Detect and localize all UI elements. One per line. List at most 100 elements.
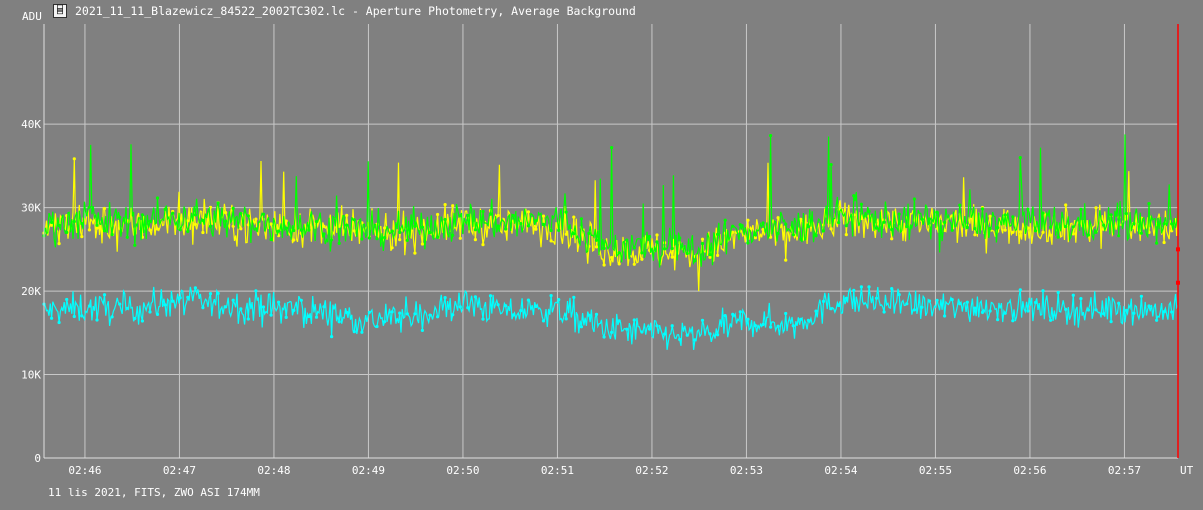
data-point: [829, 227, 833, 231]
data-point: [716, 232, 720, 236]
data-point: [1018, 230, 1022, 234]
data-point: [337, 241, 341, 245]
data-point: [814, 309, 818, 313]
data-point: [806, 318, 811, 322]
data-point: [1011, 215, 1015, 219]
x-tick-label: 02:56: [1013, 464, 1046, 477]
data-point: [844, 233, 848, 237]
data-point: [269, 237, 273, 242]
data-point: [549, 294, 553, 298]
data-point: [254, 289, 258, 293]
data-point: [420, 328, 424, 332]
data-point: [436, 315, 440, 319]
data-point: [799, 217, 803, 221]
data-point: [594, 238, 599, 242]
data-point: [299, 298, 303, 302]
data-point: [246, 317, 250, 321]
data-point: [534, 227, 538, 231]
data-point: [511, 313, 515, 317]
x-tick-label: 02:54: [824, 464, 857, 477]
data-point: [148, 310, 152, 314]
data-point: [905, 225, 909, 229]
data-point: [1139, 294, 1143, 298]
data-point: [488, 294, 493, 298]
data-point: [1102, 312, 1106, 316]
data-point: [1041, 230, 1045, 234]
data-point: [1162, 240, 1166, 245]
data-point: [882, 220, 886, 224]
data-point: [716, 253, 720, 257]
data-point: [526, 298, 531, 302]
data-point: [837, 221, 841, 225]
data-point: [685, 333, 689, 337]
data-point: [519, 309, 523, 313]
y-axis-label: ADU: [22, 10, 42, 23]
data-point: [700, 241, 705, 246]
data-point: [148, 219, 152, 223]
data-point: [837, 303, 841, 308]
data-point: [458, 236, 462, 240]
data-point: [980, 207, 985, 211]
data-point: [541, 214, 546, 218]
data-point: [844, 296, 848, 300]
data-point: [383, 226, 387, 230]
data-point: [87, 205, 91, 209]
data-point: [57, 242, 61, 246]
data-point: [859, 202, 864, 206]
data-point: [912, 197, 917, 201]
x-tick-label: 02:53: [730, 464, 763, 477]
data-point: [594, 245, 599, 249]
data-point: [466, 306, 470, 310]
data-point: [511, 213, 515, 218]
data-point: [239, 211, 243, 216]
data-point: [670, 246, 674, 251]
data-point: [125, 306, 129, 310]
data-point: [1162, 222, 1166, 226]
data-point: [738, 310, 742, 314]
data-point: [958, 203, 962, 207]
data-point: [738, 223, 742, 227]
data-point: [935, 298, 939, 302]
data-point: [859, 285, 864, 289]
data-point: [625, 327, 629, 331]
data-point: [958, 302, 962, 306]
data-point: [890, 237, 894, 241]
data-point: [231, 206, 235, 210]
data-point: [1132, 226, 1136, 230]
x-tick-label: 02:52: [635, 464, 668, 477]
data-point: [102, 229, 107, 233]
data-point: [564, 232, 568, 236]
data-point: [390, 310, 394, 314]
data-point: [534, 219, 538, 223]
data-point: [890, 227, 894, 232]
data-point: [481, 243, 485, 247]
data-point: [587, 313, 591, 317]
data-point: [973, 306, 977, 310]
data-point: [829, 163, 833, 167]
y-tick-label: 10K: [21, 369, 41, 382]
data-point: [171, 299, 175, 303]
light-curve-app-icon[interactable]: ⌸: [53, 4, 67, 18]
data-point: [1079, 207, 1083, 211]
data-point: [451, 313, 455, 317]
data-point: [746, 317, 750, 321]
data-point: [632, 318, 636, 322]
data-point: [314, 220, 319, 224]
data-point: [405, 238, 409, 242]
data-point: [912, 308, 917, 312]
data-point: [201, 230, 205, 235]
data-point: [307, 228, 311, 232]
data-point: [874, 226, 879, 230]
series-2: [42, 134, 1179, 268]
series-line: [43, 134, 1179, 268]
data-point: [1079, 297, 1083, 301]
data-point: [155, 312, 160, 316]
data-point: [882, 310, 886, 314]
data-point: [1064, 307, 1068, 311]
data-point: [852, 194, 856, 198]
data-point: [753, 324, 758, 328]
data-point: [50, 316, 54, 320]
data-point: [186, 295, 190, 299]
data-point: [1011, 230, 1015, 234]
